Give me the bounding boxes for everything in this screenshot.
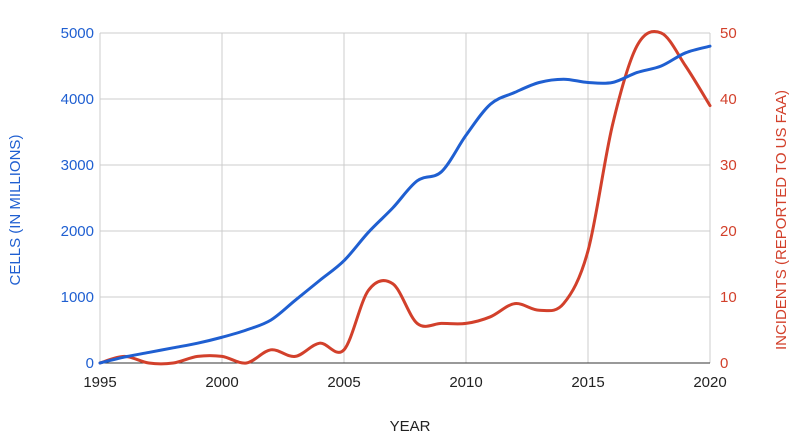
- cells-data-point: [660, 65, 663, 68]
- right-tick-label: 0: [720, 355, 728, 372]
- cells-data-point: [635, 71, 638, 74]
- cells-data-point: [196, 342, 199, 345]
- cells-data-point: [709, 45, 712, 48]
- incidents-data-point: [294, 355, 297, 358]
- cells-data-point: [416, 179, 419, 182]
- incidents-data-point: [562, 302, 565, 305]
- incidents-data-point: [611, 124, 614, 127]
- cells-data-point: [123, 356, 126, 359]
- x-tick-label: 2000: [205, 374, 238, 391]
- left-tick-label: 4000: [61, 91, 94, 108]
- right-tick-label: 50: [720, 25, 737, 42]
- right-tick-label: 20: [720, 223, 737, 240]
- left-tick-label: 5000: [61, 25, 94, 42]
- incidents-data-point: [343, 348, 346, 351]
- cells-data-point: [294, 299, 297, 302]
- incidents-data-point: [489, 315, 492, 318]
- series-lines: [98, 30, 712, 366]
- x-tick-label: 2005: [327, 374, 360, 391]
- cells-data-point: [367, 231, 370, 234]
- x-axis-ticks: 1995 2000 2005 2010 2015 2020: [83, 374, 726, 391]
- cells-data-point: [318, 279, 321, 282]
- left-axis-ticks: 0 1000 2000 3000 4000 5000: [61, 25, 94, 372]
- right-tick-label: 10: [720, 289, 737, 306]
- right-axis-title: INCIDENTS (REPORTED TO US FAA): [773, 90, 790, 350]
- left-axis-title: CELLS (IN MILLIONS): [7, 135, 24, 286]
- incidents-data-point: [221, 355, 224, 358]
- x-tick-label: 1995: [83, 374, 116, 391]
- incidents-data-point: [147, 362, 150, 365]
- cells-data-point: [440, 170, 443, 173]
- incidents-data-point: [391, 282, 394, 285]
- incidents-data-point: [245, 362, 248, 365]
- cells-data-point: [684, 51, 687, 54]
- right-axis-ticks: 0 10 20 30 40 50: [720, 25, 737, 372]
- cells-data-point: [172, 346, 175, 349]
- incidents-data-point: [318, 342, 321, 345]
- cells-data-point: [343, 259, 346, 262]
- cells-data-point: [269, 319, 272, 322]
- incidents-data-point: [684, 65, 687, 68]
- cells-series-line: [98, 44, 712, 365]
- cells-data-point: [245, 329, 248, 332]
- cells-data-point: [611, 81, 614, 84]
- x-tick-label: 2010: [449, 374, 482, 391]
- cells-data-point: [489, 103, 492, 106]
- cells-data-point: [99, 362, 102, 365]
- incidents-data-point: [465, 322, 468, 325]
- right-tick-label: 40: [720, 91, 737, 108]
- left-tick-label: 0: [86, 355, 94, 372]
- cells-data-point: [221, 336, 224, 339]
- incidents-data-point: [635, 45, 638, 48]
- cells-data-point: [587, 81, 590, 84]
- incidents-data-point: [709, 104, 712, 107]
- incidents-data-point: [587, 249, 590, 252]
- incidents-series-line: [98, 30, 712, 366]
- left-tick-label: 3000: [61, 157, 94, 174]
- incidents-data-point: [416, 322, 419, 325]
- incidents-data-point: [440, 322, 443, 325]
- cells-data-point: [562, 78, 565, 81]
- x-tick-label: 2015: [571, 374, 604, 391]
- cells-data-point: [391, 206, 394, 209]
- x-axis-title: YEAR: [390, 418, 431, 435]
- incidents-data-point: [538, 309, 541, 312]
- incidents-data-point: [196, 355, 199, 358]
- left-tick-label: 1000: [61, 289, 94, 306]
- cells-data-point: [538, 81, 541, 84]
- gridlines: [99, 32, 711, 364]
- incidents-data-point: [513, 302, 516, 305]
- incidents-data-point: [660, 32, 663, 35]
- cells-data-point: [147, 351, 150, 354]
- incidents-data-point: [172, 362, 175, 365]
- cells-data-point: [465, 134, 468, 137]
- cells-data-point: [513, 91, 516, 94]
- left-tick-label: 2000: [61, 223, 94, 240]
- incidents-data-point: [367, 289, 370, 292]
- incidents-data-point: [269, 348, 272, 351]
- x-tick-label: 2020: [693, 374, 726, 391]
- right-tick-label: 30: [720, 157, 737, 174]
